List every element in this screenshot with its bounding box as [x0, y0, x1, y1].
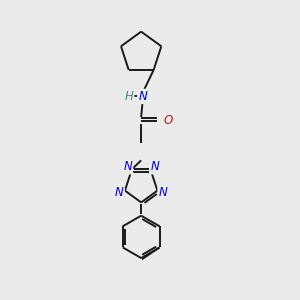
- Text: N: N: [123, 160, 132, 173]
- Text: N: N: [159, 186, 167, 199]
- Text: H: H: [124, 90, 133, 103]
- Text: O: O: [163, 114, 172, 127]
- Text: N: N: [115, 186, 124, 199]
- Text: N: N: [150, 160, 159, 173]
- Text: N: N: [138, 90, 147, 103]
